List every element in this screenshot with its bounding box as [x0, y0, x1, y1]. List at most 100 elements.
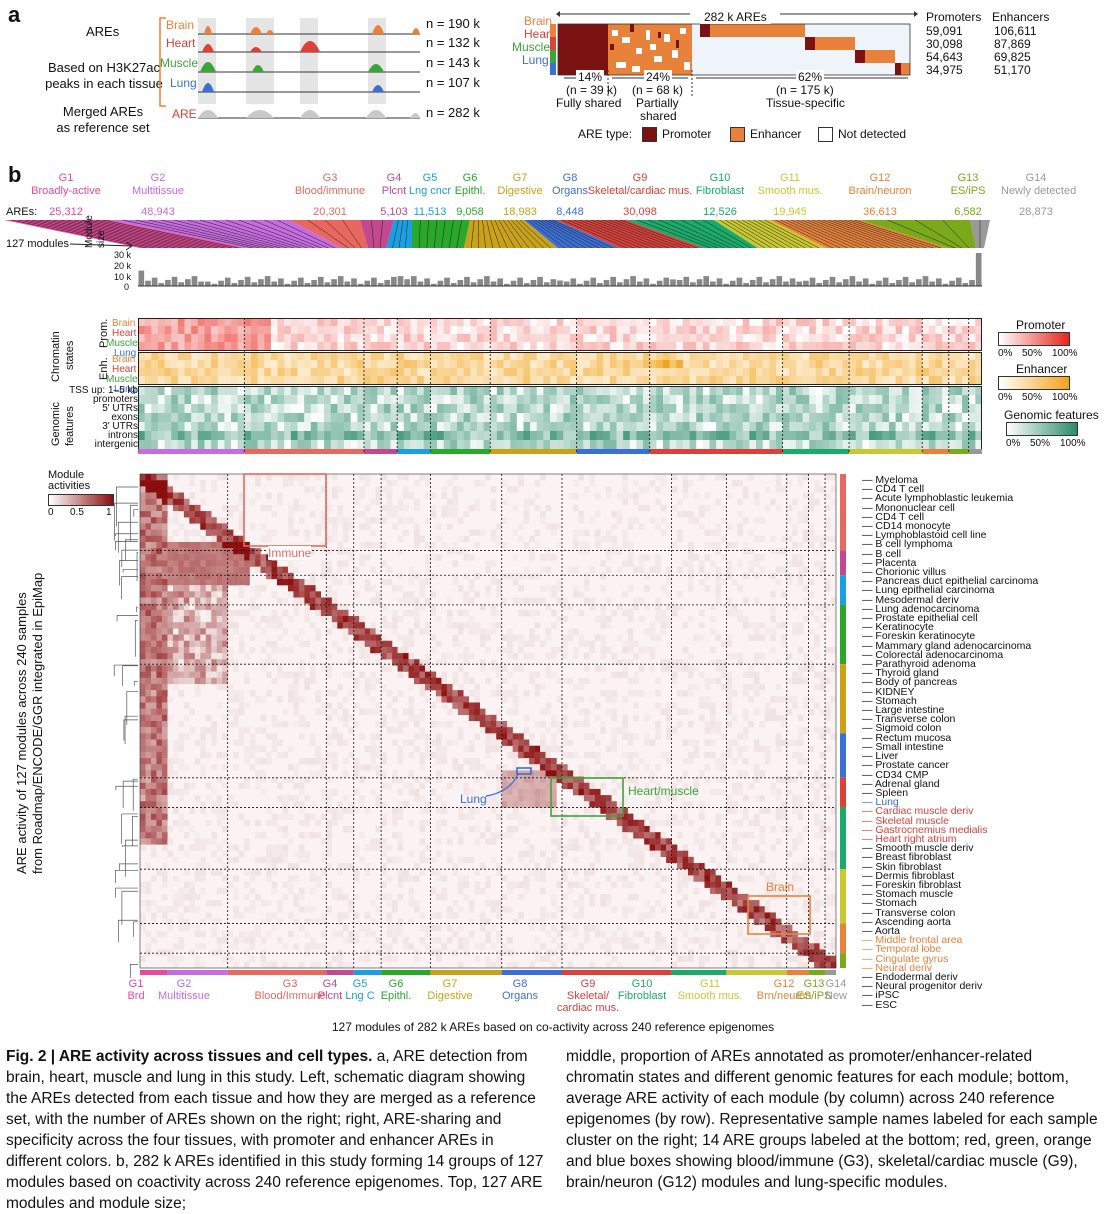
module-size-bar: [384, 280, 390, 286]
module-size-bar: [477, 279, 483, 286]
module-size-bar: [205, 282, 211, 286]
module-size-bar: [311, 280, 317, 286]
module-size-bar: [165, 280, 171, 286]
module-size-bar: [770, 279, 776, 286]
module-size-bar: [929, 281, 935, 286]
tissue-specific-n: (n = 175 k): [776, 83, 834, 97]
genomic-legend-title: Genomic features: [1004, 408, 1099, 422]
module-size-bar: [896, 280, 902, 286]
sample-list: — Myeloma— CD4 T cell— Acute lymphoblast…: [862, 476, 1038, 1010]
group-id-g11: G11: [751, 172, 829, 184]
not-detected-swatch: [818, 127, 833, 142]
module-size-bar: [411, 276, 417, 286]
group-name-g9: Skeletal/cardiac mus.: [577, 185, 703, 197]
module-size-bar: [139, 271, 145, 286]
module-activities-line2: activities: [48, 480, 90, 492]
promoter-tick-0: 0%: [998, 348, 1012, 359]
promoter-legend-title: Promoter: [1016, 318, 1065, 332]
muscle-promoters: 54,643: [926, 50, 963, 64]
muscle-count: n = 143 k: [426, 55, 480, 70]
module-size-bar: [683, 277, 689, 286]
module-size-bar: [551, 279, 557, 286]
module-size-bar: [418, 281, 424, 286]
right-brain-label: Brain: [524, 14, 552, 28]
promoter-tick-50: 50%: [1022, 348, 1042, 359]
module-size-bar: [876, 281, 882, 286]
fully-shared-pct: 14%: [576, 70, 604, 84]
module-size-bar: [265, 276, 271, 286]
group-id-g12: G12: [842, 172, 918, 184]
are-type-legend-title: ARE type:: [578, 127, 632, 141]
module-size-bar: [949, 281, 955, 286]
promoter-tick-100: 100%: [1052, 348, 1078, 359]
lung-promoters: 34,975: [926, 63, 963, 77]
ares-282k-label: 282 k AREs: [700, 10, 771, 24]
muscle-enhancers: 69,825: [994, 50, 1031, 64]
group-name-g10: Fibroblast: [695, 185, 745, 197]
module-size-bar: [491, 281, 497, 286]
module-size-bar: [923, 276, 929, 286]
module-size-bar: [664, 278, 670, 286]
module-size-bar: [836, 282, 842, 286]
module-size-bar: [630, 276, 636, 286]
module-size-bar: [624, 279, 630, 286]
heart-promoters: 30,098: [926, 37, 963, 51]
right-muscle-label: Muscle: [512, 40, 550, 54]
module-size-bar: [856, 281, 862, 286]
module-size-label-1: Module: [84, 215, 95, 248]
module-size-bar: [936, 278, 942, 286]
module-size-bar: [710, 281, 716, 286]
module-size-bar: [790, 278, 796, 286]
module-size-bars: [138, 252, 982, 292]
module-size-bar: [670, 279, 676, 286]
enhancer-swatch: [730, 127, 745, 142]
merged-line1: Merged AREs: [40, 104, 166, 119]
module-size-bar: [969, 280, 975, 286]
module-size-bar: [444, 278, 450, 286]
tissue-heart-label: Heart: [166, 36, 195, 50]
module-size-bar: [471, 282, 477, 286]
module-size-bar: [903, 277, 909, 286]
group-name-g12: Brain/neuron: [842, 185, 918, 197]
merged-are-label: ARE: [172, 107, 197, 121]
lung-count: n = 107 k: [426, 75, 480, 90]
module-size-bar: [810, 278, 816, 286]
group-name-g11: Smooth mus.: [751, 185, 829, 197]
immune-box-label: Immune: [268, 546, 311, 560]
module-size-bar: [271, 281, 277, 286]
chromatin-label-1: Chromatin: [50, 331, 62, 382]
module-size-bar: [178, 282, 184, 286]
module-size-bar: [544, 282, 550, 286]
heart-enhancers: 87,869: [994, 37, 1031, 51]
lung-box-label: Lung: [460, 792, 487, 806]
brain-count: n = 190 k: [426, 16, 480, 31]
module-size-bar: [457, 280, 463, 286]
module-size-bar: [657, 281, 663, 286]
size-tick-20k: 20 k: [114, 261, 131, 271]
module-size-bar: [218, 281, 224, 286]
module-size-bar: [258, 279, 264, 286]
size-tick-0: 0: [124, 282, 129, 292]
tissue-specific-label: Tissue-specific: [766, 96, 845, 110]
right-heart-label: Heart: [524, 27, 553, 41]
module-size-bar: [152, 278, 158, 286]
module-size-bar: [438, 281, 444, 286]
module-size-bar: [830, 277, 836, 286]
group-id-g13: G13: [943, 172, 993, 184]
module-size-bar: [278, 278, 284, 286]
fully-shared-label: Fully shared: [556, 96, 621, 110]
based-on-line1: Based on H3K27ac: [44, 60, 164, 75]
module-size-bar: [570, 278, 576, 286]
module-size-bar: [776, 276, 782, 286]
module-size-bar: [757, 277, 763, 286]
partially-shared-pct: 24%: [644, 70, 672, 84]
heart-muscle-box-label: Heart/muscle: [628, 784, 699, 798]
activity-heatmap: [96, 448, 856, 978]
module-size-bar: [497, 278, 503, 286]
merged-count: n = 282 k: [426, 105, 480, 120]
module-size-bar: [909, 282, 915, 286]
genomic-tick-50: 50%: [1030, 438, 1050, 449]
group-id-g14: G14: [1001, 172, 1071, 184]
module-size-bar: [484, 276, 490, 286]
